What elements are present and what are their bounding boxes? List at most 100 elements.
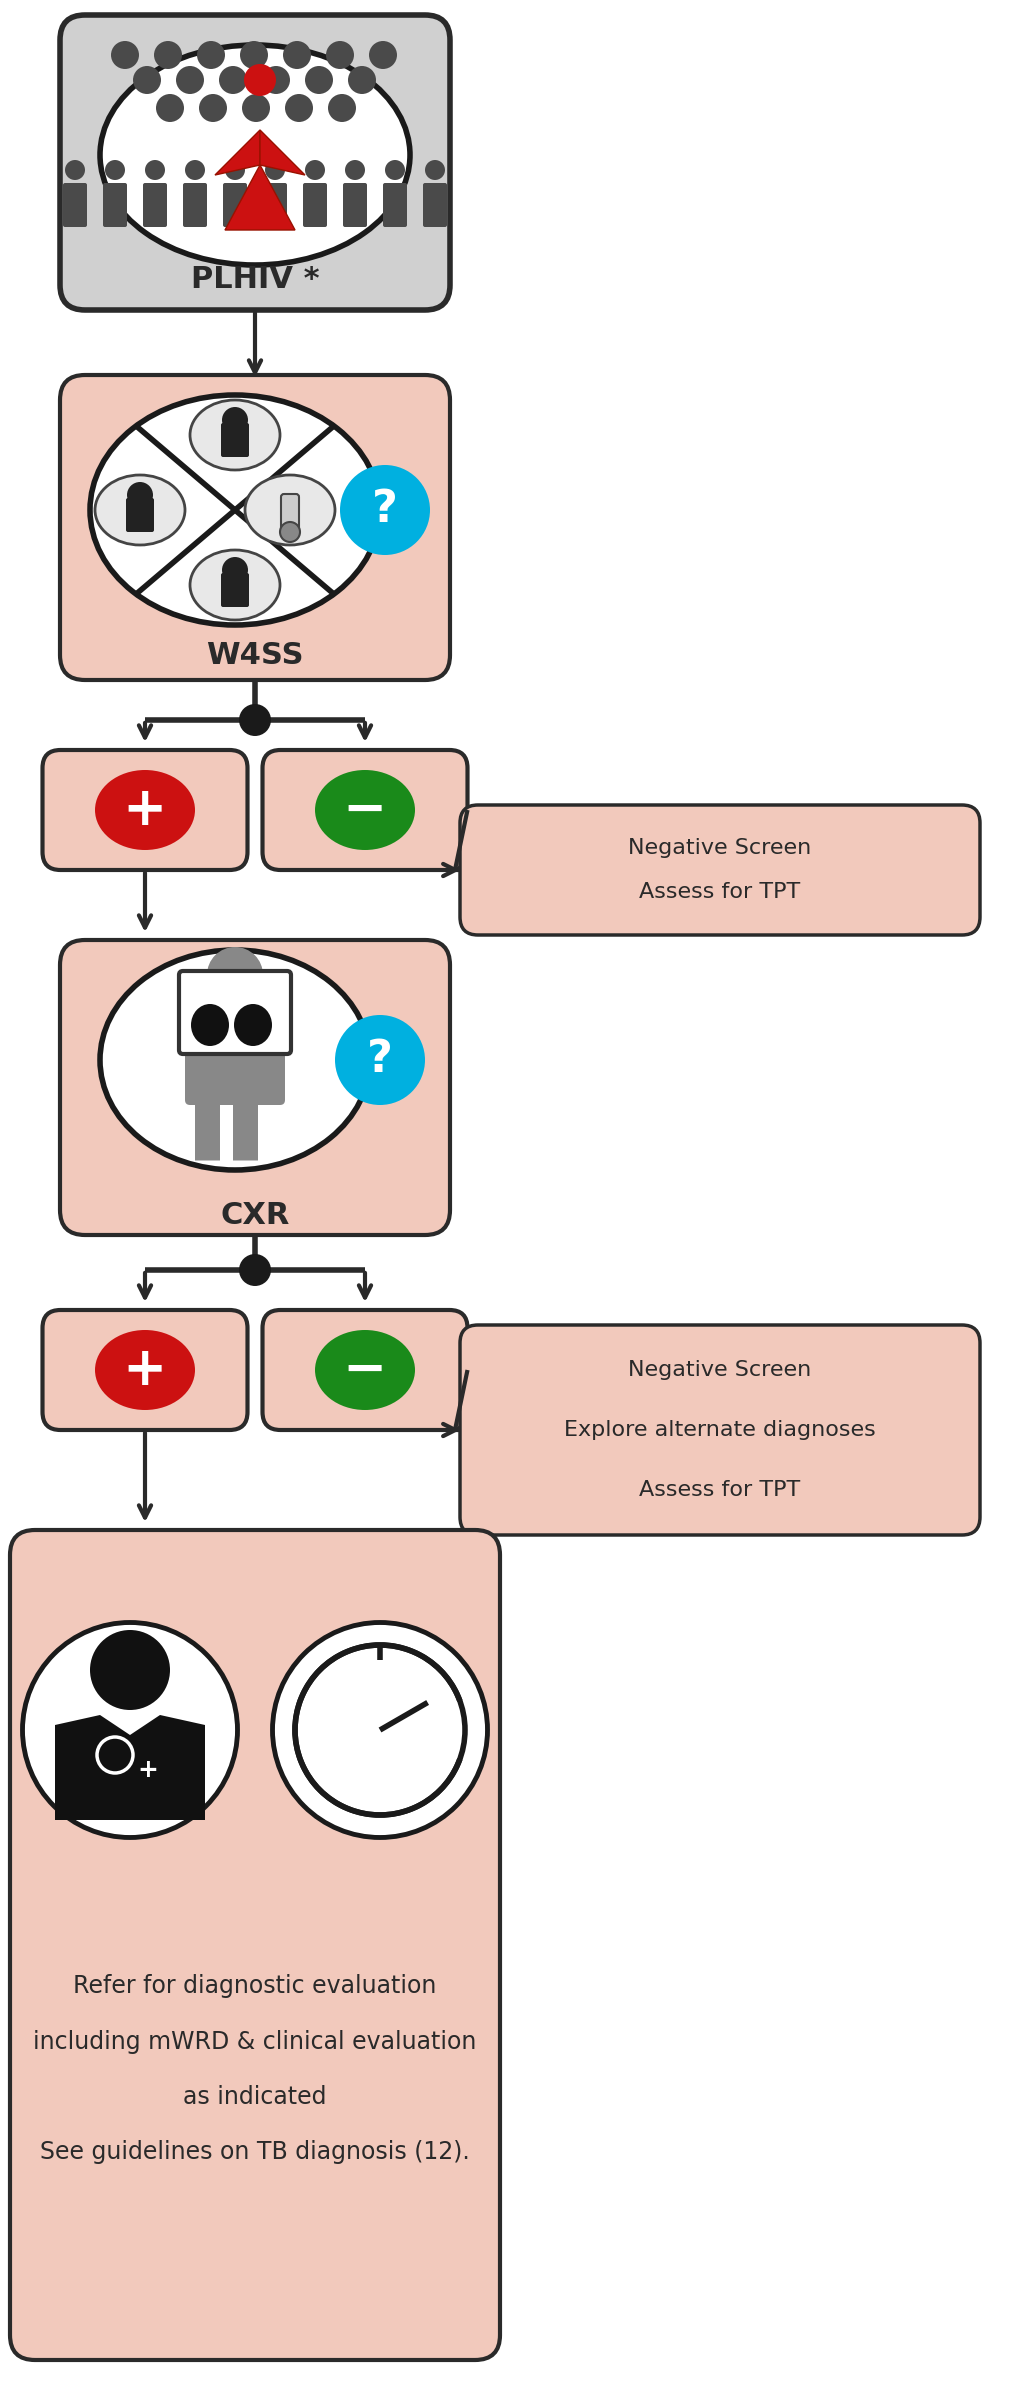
- Circle shape: [285, 94, 313, 123]
- Circle shape: [340, 466, 430, 555]
- Circle shape: [240, 41, 268, 70]
- Circle shape: [335, 1014, 425, 1105]
- Circle shape: [328, 94, 356, 123]
- Text: ?: ?: [372, 488, 398, 531]
- Ellipse shape: [190, 399, 280, 471]
- Circle shape: [385, 161, 406, 180]
- Ellipse shape: [90, 394, 380, 625]
- Circle shape: [185, 161, 205, 180]
- Polygon shape: [225, 166, 295, 231]
- Ellipse shape: [191, 1004, 229, 1045]
- Circle shape: [239, 704, 271, 735]
- Text: −: −: [343, 1343, 387, 1396]
- Circle shape: [244, 65, 276, 96]
- Ellipse shape: [23, 1622, 238, 1838]
- FancyBboxPatch shape: [43, 1310, 248, 1430]
- Circle shape: [345, 161, 365, 180]
- FancyBboxPatch shape: [262, 750, 468, 870]
- Circle shape: [222, 557, 248, 584]
- Ellipse shape: [190, 550, 280, 620]
- FancyBboxPatch shape: [343, 183, 367, 226]
- FancyBboxPatch shape: [423, 183, 447, 226]
- Text: +: +: [137, 1759, 159, 1783]
- Text: as indicated: as indicated: [183, 2083, 327, 2107]
- Text: See guidelines on TB diagnosis (12).: See guidelines on TB diagnosis (12).: [40, 2139, 470, 2163]
- Circle shape: [305, 161, 325, 180]
- Ellipse shape: [100, 46, 410, 264]
- Ellipse shape: [95, 769, 195, 851]
- Text: W4SS: W4SS: [206, 642, 304, 670]
- FancyBboxPatch shape: [126, 497, 154, 531]
- Polygon shape: [260, 130, 305, 175]
- Circle shape: [111, 41, 139, 70]
- FancyBboxPatch shape: [10, 1531, 500, 2360]
- Circle shape: [348, 65, 376, 94]
- Circle shape: [65, 161, 85, 180]
- Text: +: +: [123, 783, 167, 836]
- Ellipse shape: [95, 476, 185, 545]
- FancyBboxPatch shape: [223, 183, 247, 226]
- Text: PLHIV *: PLHIV *: [190, 264, 319, 296]
- Text: Explore alternate diagnoses: Explore alternate diagnoses: [564, 1420, 876, 1439]
- Text: Refer for diagnostic evaluation: Refer for diagnostic evaluation: [74, 1975, 436, 1999]
- FancyBboxPatch shape: [179, 971, 291, 1055]
- Text: including mWRD & clinical evaluation: including mWRD & clinical evaluation: [34, 2031, 477, 2055]
- Text: CXR: CXR: [220, 1202, 290, 1230]
- Circle shape: [207, 947, 263, 1002]
- Text: −: −: [343, 783, 387, 836]
- Circle shape: [133, 65, 161, 94]
- Circle shape: [176, 65, 204, 94]
- Circle shape: [105, 161, 125, 180]
- Circle shape: [239, 1254, 271, 1286]
- FancyBboxPatch shape: [63, 183, 87, 226]
- Text: Assess for TPT: Assess for TPT: [639, 882, 801, 901]
- FancyBboxPatch shape: [281, 495, 299, 536]
- FancyBboxPatch shape: [460, 805, 980, 935]
- Text: +: +: [123, 1343, 167, 1396]
- Circle shape: [222, 406, 248, 433]
- FancyBboxPatch shape: [43, 750, 248, 870]
- Circle shape: [225, 161, 245, 180]
- Ellipse shape: [272, 1622, 487, 1838]
- Circle shape: [283, 41, 311, 70]
- Circle shape: [242, 94, 270, 123]
- Ellipse shape: [234, 1004, 272, 1045]
- Ellipse shape: [100, 949, 370, 1170]
- Circle shape: [156, 94, 184, 123]
- FancyBboxPatch shape: [263, 183, 287, 226]
- FancyBboxPatch shape: [60, 375, 450, 680]
- Circle shape: [154, 41, 182, 70]
- Circle shape: [197, 41, 225, 70]
- Text: Assess for TPT: Assess for TPT: [639, 1480, 801, 1499]
- FancyBboxPatch shape: [383, 183, 407, 226]
- Circle shape: [305, 65, 333, 94]
- Circle shape: [425, 161, 445, 180]
- Circle shape: [219, 65, 247, 94]
- Text: ?: ?: [367, 1038, 393, 1081]
- Polygon shape: [215, 130, 260, 175]
- Circle shape: [127, 483, 153, 507]
- FancyBboxPatch shape: [221, 572, 249, 608]
- Text: Negative Screen: Negative Screen: [629, 839, 812, 858]
- Circle shape: [90, 1629, 170, 1711]
- Circle shape: [280, 521, 300, 543]
- FancyBboxPatch shape: [262, 1310, 468, 1430]
- FancyBboxPatch shape: [460, 1324, 980, 1536]
- Ellipse shape: [315, 769, 415, 851]
- FancyBboxPatch shape: [143, 183, 167, 226]
- Polygon shape: [55, 1716, 205, 1819]
- FancyBboxPatch shape: [183, 183, 207, 226]
- FancyBboxPatch shape: [60, 14, 450, 310]
- Ellipse shape: [315, 1329, 415, 1411]
- FancyBboxPatch shape: [303, 183, 327, 226]
- FancyBboxPatch shape: [185, 1014, 285, 1105]
- Circle shape: [265, 161, 285, 180]
- Ellipse shape: [245, 476, 335, 545]
- Circle shape: [326, 41, 354, 70]
- Circle shape: [145, 161, 165, 180]
- Ellipse shape: [95, 1329, 195, 1411]
- FancyBboxPatch shape: [221, 423, 249, 457]
- FancyBboxPatch shape: [103, 183, 127, 226]
- Circle shape: [199, 94, 227, 123]
- Circle shape: [262, 65, 290, 94]
